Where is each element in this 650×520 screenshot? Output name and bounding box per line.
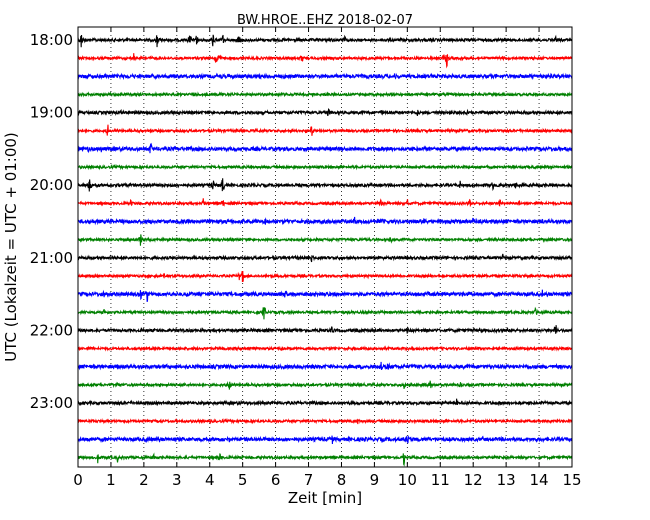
- x-tick-label: 12: [464, 471, 483, 489]
- trace-group: [77, 34, 573, 467]
- x-tick-label: 10: [398, 471, 417, 489]
- trace-line: [77, 178, 573, 192]
- x-tick-label: 5: [238, 471, 248, 489]
- y-tick-label: 20:00: [30, 176, 73, 194]
- trace-line: [77, 253, 573, 263]
- chart-title: BW.HROE..EHZ 2018-02-07: [237, 13, 413, 28]
- x-tick-label: 6: [271, 471, 281, 489]
- trace-line: [77, 306, 573, 320]
- trace-line: [77, 289, 573, 303]
- y-tick-label: 21:00: [30, 249, 73, 267]
- x-tick-label: 0: [73, 471, 83, 489]
- axis-ticks: 0 1 2 3 4 5 6 7 8 9 10 11 12 13 14 1518:0019:0020:0021:…: [30, 27, 582, 489]
- trace-line: [77, 53, 573, 69]
- trace-line: [77, 345, 573, 352]
- trace-line: [77, 434, 573, 444]
- trace-line: [77, 398, 573, 407]
- trace-line: [77, 325, 573, 334]
- trace-line: [77, 72, 573, 81]
- trace-line: [77, 107, 573, 117]
- x-tick-label: 8: [337, 471, 347, 489]
- y-tick-label: 22:00: [30, 321, 73, 339]
- x-tick-label: 4: [205, 471, 215, 489]
- y-tick-label: 23:00: [30, 394, 73, 412]
- trace-line: [77, 198, 573, 208]
- y-tick-label: 18:00: [30, 31, 73, 49]
- y-axis-label: UTC (Lokalzeit = UTC + 01:00): [2, 132, 20, 362]
- trace-line: [77, 270, 573, 283]
- trace-line: [77, 142, 573, 154]
- x-tick-label: 2: [139, 471, 149, 489]
- x-tick-label: 9: [370, 471, 380, 489]
- x-tick-label: 11: [431, 471, 450, 489]
- trace-line: [77, 417, 573, 425]
- trace-line: [77, 163, 573, 171]
- trace-line: [77, 124, 573, 136]
- x-axis-label: Zeit [min]: [288, 489, 362, 507]
- trace-line: [77, 452, 573, 467]
- trace-line: [77, 361, 573, 371]
- trace-line: [77, 216, 573, 226]
- x-tick-label: 13: [497, 471, 516, 489]
- trace-line: [77, 91, 573, 98]
- plot-frame: [77, 26, 573, 468]
- x-tick-label: 3: [172, 471, 182, 489]
- vertical-gridlines: [110, 27, 540, 467]
- trace-line: [77, 234, 573, 246]
- x-tick-label: 14: [530, 471, 549, 489]
- x-tick-label: 7: [304, 471, 314, 489]
- y-tick-label: 19:00: [30, 104, 73, 122]
- trace-line: [77, 380, 573, 390]
- x-tick-label: 1: [106, 471, 116, 489]
- trace-line: [77, 34, 573, 48]
- x-tick-label: 15: [562, 471, 581, 489]
